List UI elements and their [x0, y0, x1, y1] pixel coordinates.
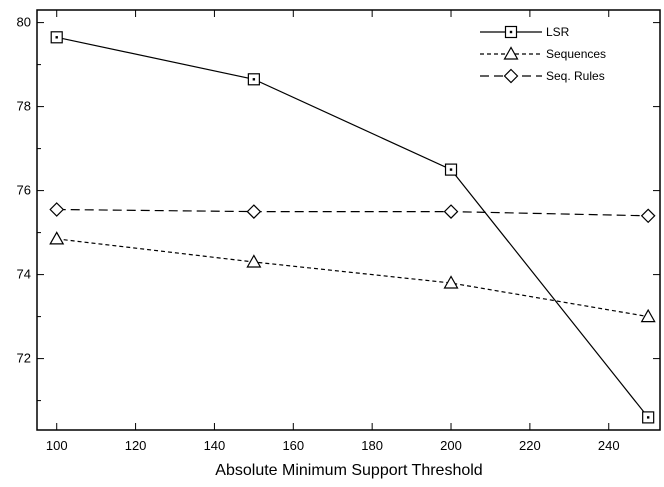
data-point-dot: [252, 78, 256, 81]
legend-label: LSR: [546, 25, 570, 39]
series-lsr: [50, 31, 655, 424]
series-line: [56, 238, 649, 318]
data-point-dot: [55, 36, 58, 39]
legend-label: Sequences: [546, 47, 606, 61]
legend-marker: [503, 46, 519, 60]
plot-frame: [36, 9, 661, 431]
y-tick-label: 76: [17, 183, 31, 198]
data-point: [49, 202, 65, 217]
plot-area: 100 120 140 160 180 200 220 240 72 74 76 78 80: [17, 9, 661, 453]
x-tick-label: 120: [125, 438, 147, 453]
x-tick-label: 140: [204, 438, 226, 453]
legend-label: Seq. Rules: [546, 69, 605, 83]
series-seq-rules: [49, 202, 656, 224]
series-line: [56, 208, 649, 217]
y-tick-label: 72: [17, 351, 31, 366]
series-layer: [49, 31, 656, 424]
x-tick-label: 180: [361, 438, 383, 453]
legend-item: LSR: [480, 25, 570, 39]
legend: LSR Sequences Seq. Rules: [480, 25, 606, 84]
series-line: [56, 36, 649, 418]
y-tick-label: 80: [17, 15, 31, 30]
x-tick-label: 160: [282, 438, 304, 453]
legend-marker: [503, 68, 519, 84]
legend-marker-dot: [509, 30, 513, 34]
x-tick-label: 200: [440, 438, 462, 453]
data-point: [443, 275, 459, 289]
data-point: [246, 204, 262, 219]
y-tick-label: 78: [17, 99, 31, 114]
legend-item: Sequences: [480, 46, 606, 61]
data-point: [49, 231, 65, 245]
x-tick-label: 220: [519, 438, 541, 453]
data-point: [246, 254, 262, 268]
legend-item: Seq. Rules: [480, 68, 605, 84]
x-tick-label: 240: [598, 438, 620, 453]
data-point-dot: [449, 168, 453, 171]
y-tick-label: 74: [17, 267, 31, 282]
data-point: [640, 208, 656, 224]
data-point-dot: [646, 416, 650, 419]
x-axis-label: Absolute Minimum Support Threshold: [215, 462, 482, 479]
data-point: [443, 204, 459, 219]
data-point: [640, 308, 656, 323]
x-tick-label: 100: [46, 438, 68, 453]
series-sequences: [49, 231, 656, 323]
